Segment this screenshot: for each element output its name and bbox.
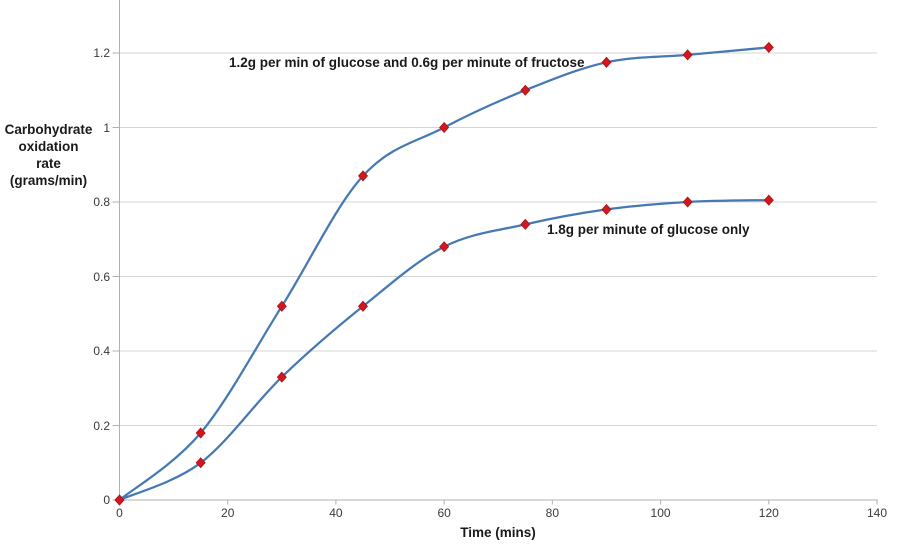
data-point-marker <box>195 427 206 439</box>
data-point-marker <box>276 300 287 312</box>
x-tick-label: 0 <box>116 506 123 520</box>
x-tick-label: 140 <box>866 506 888 520</box>
y-tick-label: 0.2 <box>93 418 110 433</box>
y-tick-label: 1.2 <box>93 46 110 60</box>
y-axis-title: Carbohydrate oxidation rate (grams/min) <box>4 122 93 188</box>
x-axis-title: Time (mins) <box>460 525 536 540</box>
data-point-marker <box>520 218 531 230</box>
data-point-marker <box>682 49 693 61</box>
y-tick-label: 0.4 <box>93 344 110 358</box>
x-tick-label: 60 <box>437 506 451 520</box>
data-point-marker <box>601 56 612 68</box>
data-point-marker <box>357 300 368 312</box>
data-point-marker <box>276 371 287 383</box>
series-line-0 <box>118 46 770 502</box>
y-tick-label: 0.6 <box>93 269 110 284</box>
data-point-marker <box>114 494 125 506</box>
y-tick-label: 1 <box>103 120 110 135</box>
data-point-marker <box>763 194 774 206</box>
data-point-marker <box>763 41 774 53</box>
y-tick-label: 0 <box>103 493 110 507</box>
x-tick-label: 80 <box>545 506 560 520</box>
data-point-marker <box>439 121 450 134</box>
x-tick-label: 120 <box>758 506 779 520</box>
data-point-marker <box>439 241 450 253</box>
data-point-marker <box>195 457 206 469</box>
x-tick-label: 40 <box>329 506 343 520</box>
data-point-marker <box>601 203 612 216</box>
y-tick-label: 0.8 <box>93 195 110 209</box>
series-line-1 <box>118 198 770 502</box>
data-point-marker <box>520 84 531 96</box>
series-annotation-glucose-only: 1.8g per minute of glucose only <box>547 222 750 237</box>
data-point-marker <box>357 170 368 182</box>
x-tick-label: 100 <box>650 506 671 520</box>
series-annotation-glucose-and-fructose: 1.2g per min of glucose and 0.6g per min… <box>229 55 585 70</box>
x-tick-label: 20 <box>221 506 235 520</box>
data-point-marker <box>682 196 693 208</box>
